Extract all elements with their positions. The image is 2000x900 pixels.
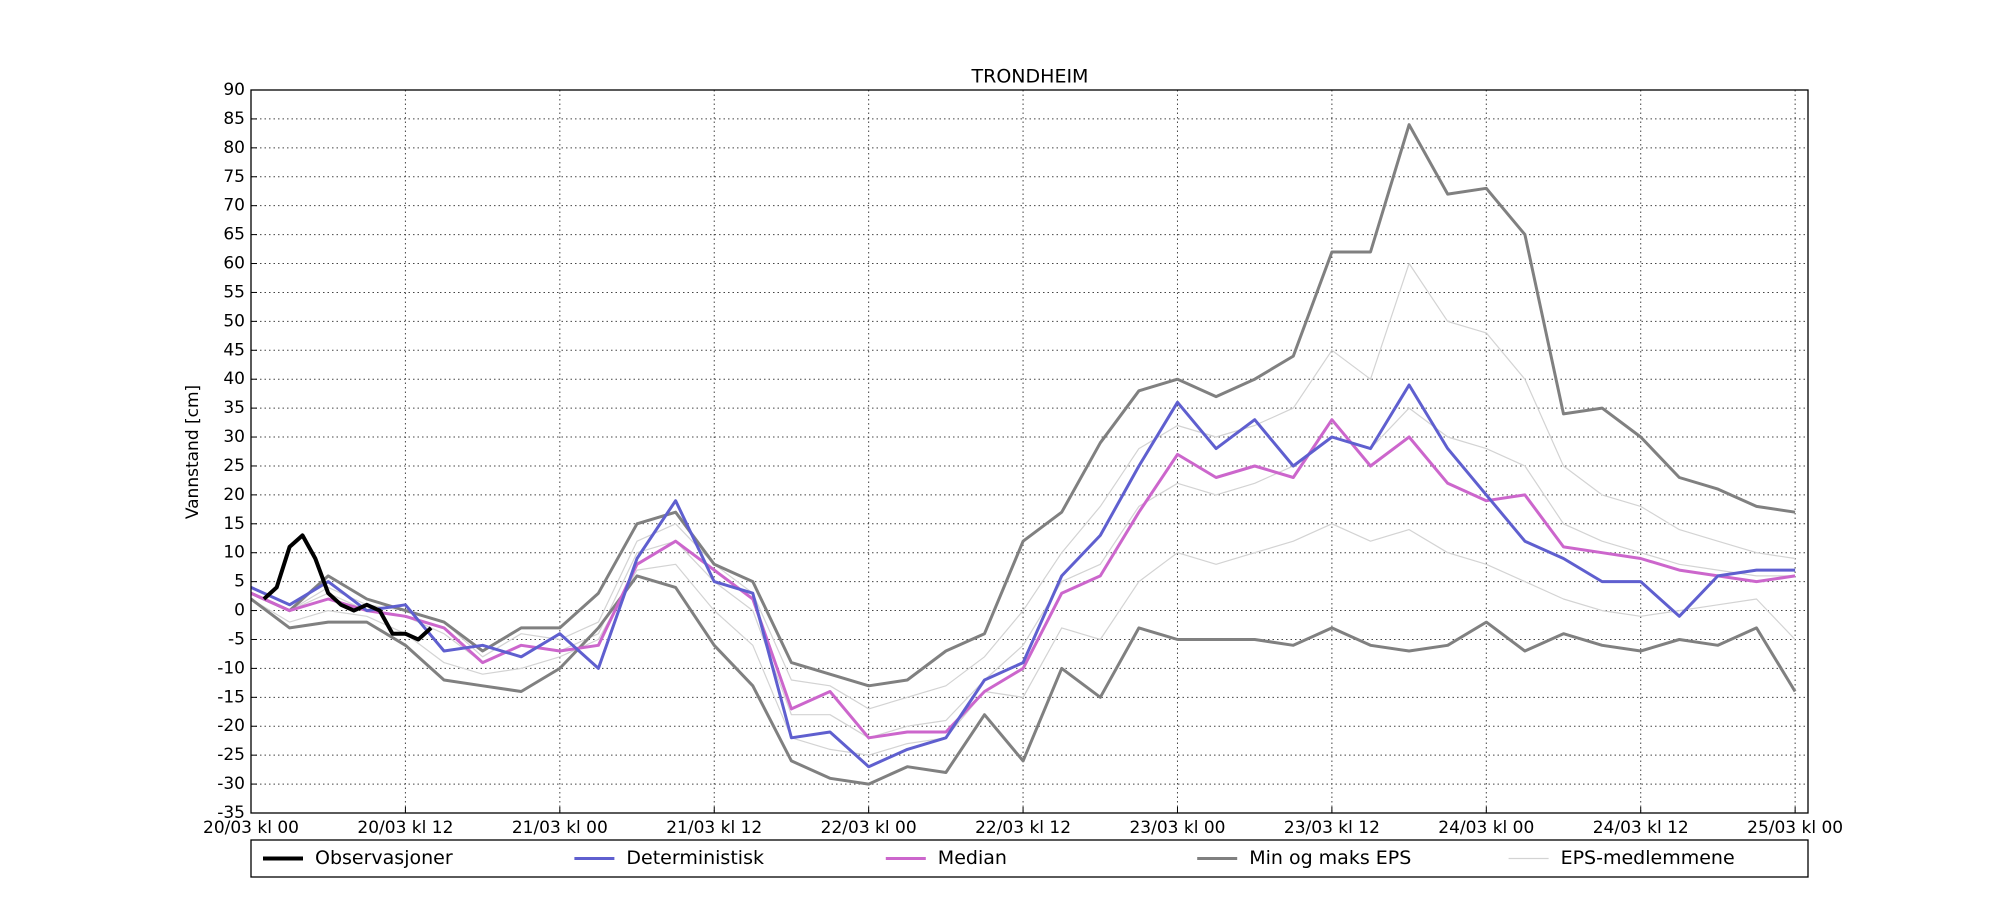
legend-label: Min og maks EPS (1249, 847, 1411, 869)
y-tick-label: 30 (223, 427, 245, 447)
y-tick-label: 10 (223, 543, 245, 563)
eps-min-line (251, 574, 1797, 786)
series-line (251, 383, 1796, 769)
y-tick-label: 35 (223, 398, 245, 418)
y-tick-label: 85 (223, 109, 245, 129)
legend-label: Observasjoner (315, 847, 453, 869)
x-tick-label: 20/03 kl 12 (357, 818, 453, 838)
y-tick-label: 90 (223, 80, 245, 100)
eps-member-line (251, 262, 1796, 710)
x-tick-label: 22/03 kl 00 (821, 818, 917, 838)
chart-title: TRONDHEIM (971, 66, 1089, 88)
legend-label: Median (938, 847, 1007, 869)
y-tick-label: 20 (223, 485, 245, 505)
series-line (251, 418, 1796, 740)
y-tick-label: -20 (217, 716, 245, 736)
y-tick-label: -10 (217, 658, 245, 678)
x-tick-label: 23/03 kl 00 (1129, 818, 1225, 838)
x-tick-label: 21/03 kl 00 (512, 818, 608, 838)
y-tick-label: -25 (217, 745, 245, 765)
y-tick-label: 40 (223, 369, 245, 389)
observation-line (262, 533, 433, 642)
y-tick-label: 25 (223, 456, 245, 476)
y-tick-label: 5 (234, 572, 245, 592)
y-tick-label: 45 (223, 340, 245, 360)
y-tick-label: 60 (223, 254, 245, 274)
x-tick-label: 20/03 kl 00 (203, 818, 299, 838)
y-tick-label: 55 (223, 282, 245, 302)
y-tick-label: -5 (228, 629, 245, 649)
y-tick-label: 15 (223, 514, 245, 534)
y-tick-label: -30 (217, 774, 245, 794)
x-tick-label: 25/03 kl 00 (1747, 818, 1843, 838)
x-tick-label: 21/03 kl 12 (666, 818, 762, 838)
y-tick-label: 0 (234, 601, 245, 621)
x-tick-label: 24/03 kl 00 (1438, 818, 1534, 838)
legend-label: EPS-medlemmene (1561, 847, 1735, 869)
x-tick-label: 24/03 kl 12 (1593, 818, 1689, 838)
plot-frame (250, 89, 1809, 814)
eps-member-line (251, 523, 1796, 756)
y-tick-label: 65 (223, 225, 245, 245)
y-tick-label: 80 (223, 138, 245, 158)
y-tick-label: 75 (223, 167, 245, 187)
y-tick-label: -35 (217, 803, 245, 823)
legend-label: Deterministisk (626, 847, 764, 869)
y-tick-label: -15 (217, 687, 245, 707)
x-tick-label: 22/03 kl 12 (975, 818, 1071, 838)
x-tick-label: 23/03 kl 12 (1284, 818, 1380, 838)
y-tick-label: 50 (223, 311, 245, 331)
eps-max-line (251, 123, 1796, 688)
y-tick-label: 70 (223, 196, 245, 216)
y-axis-label: Vannstand [cm] (183, 385, 203, 519)
